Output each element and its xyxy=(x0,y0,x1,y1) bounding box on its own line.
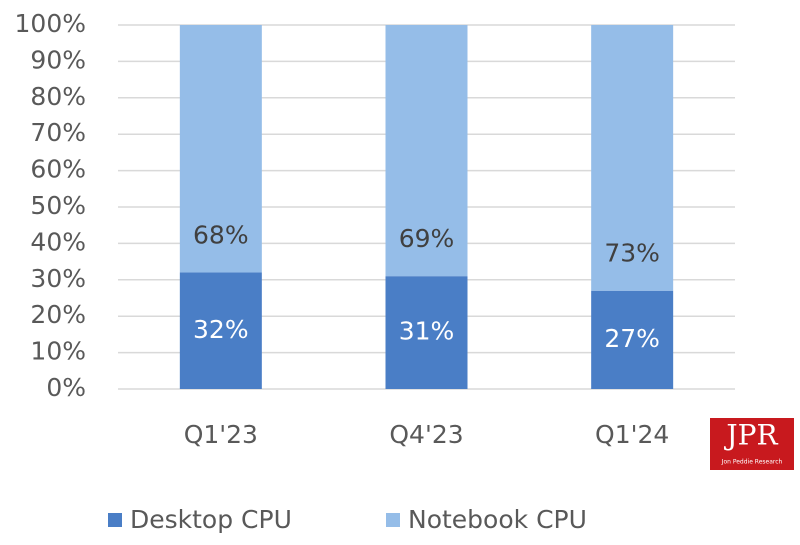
y-tick-label: 100% xyxy=(15,9,86,38)
x-tick-label: Q4'23 xyxy=(389,420,463,449)
bar-segment xyxy=(385,25,468,277)
logo-box xyxy=(710,418,794,470)
y-tick-label: 20% xyxy=(30,300,86,329)
legend-swatch xyxy=(386,513,400,527)
bar-segment xyxy=(385,276,468,389)
y-tick-label: 50% xyxy=(30,191,86,220)
bar-segment xyxy=(591,290,674,389)
y-tick-label: 60% xyxy=(30,155,86,184)
data-label: 32% xyxy=(193,315,249,344)
y-tick-label: 40% xyxy=(30,227,86,256)
y-tick-label: 30% xyxy=(30,264,86,293)
y-tick-label: 0% xyxy=(46,373,86,402)
logo-subtitle: Jon Peddie Research xyxy=(721,459,783,466)
y-tick-label: 70% xyxy=(30,118,86,147)
bar-segment xyxy=(179,272,262,389)
y-tick-label: 80% xyxy=(30,82,86,111)
data-label: 68% xyxy=(193,221,249,250)
data-label: 69% xyxy=(399,224,455,253)
data-label: 73% xyxy=(604,239,660,268)
bar-segment xyxy=(179,25,262,273)
data-label: 27% xyxy=(604,324,660,353)
legend-label: Desktop CPU xyxy=(130,505,292,534)
y-tick-label: 90% xyxy=(30,45,86,74)
legend-label: Notebook CPU xyxy=(408,505,587,534)
x-tick-label: Q1'23 xyxy=(184,420,258,449)
y-tick-label: 10% xyxy=(30,337,86,366)
legend-swatch xyxy=(108,513,122,527)
logo-text: JPR xyxy=(723,419,778,452)
data-label: 31% xyxy=(399,317,455,346)
bar-segment xyxy=(591,25,674,291)
x-tick-label: Q1'24 xyxy=(595,420,669,449)
